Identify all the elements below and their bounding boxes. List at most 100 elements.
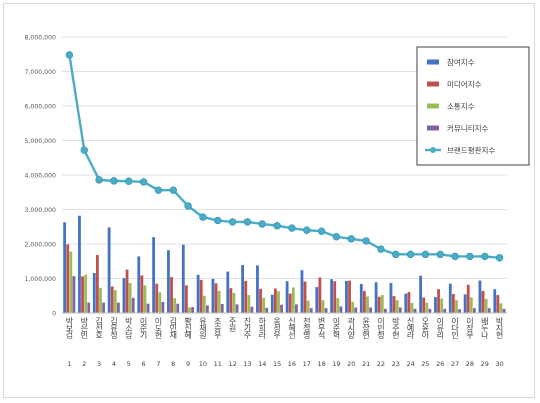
bars [63, 215, 506, 313]
bar-1-26 [434, 297, 437, 313]
total-point-30 [495, 254, 504, 262]
bar-1-13 [241, 265, 245, 313]
bar-1-15 [270, 294, 274, 313]
x-axis: 1 박보검 2 박은빈 3 김선호 4 김유정 5 박소담 6 이준기 7 이도현 8 김민재 9 황신혜 10 유재… [62, 312, 507, 368]
total-point-16 [288, 224, 296, 232]
bar-1-9 [181, 244, 185, 313]
x-name-label: 변우석 [317, 316, 326, 340]
bar-2-12 [229, 288, 233, 313]
bar-4-13 [250, 306, 254, 313]
bar-4-4 [117, 302, 120, 313]
total-point-5 [125, 177, 133, 185]
bar-2-22 [377, 296, 381, 313]
legend-label: 미디어지수 [447, 79, 482, 89]
total-point-14 [258, 220, 266, 228]
legend-swatch [427, 59, 439, 65]
bar-4-11 [220, 304, 224, 313]
bar-2-11 [214, 283, 218, 313]
bar-3-30 [499, 303, 503, 313]
bar-1-2 [78, 215, 81, 313]
total-point-19 [332, 233, 341, 241]
bar-2-10 [199, 279, 203, 313]
bar-2-19 [333, 281, 337, 313]
bar-3-6 [143, 285, 147, 313]
x-name-label: 주원 [228, 317, 237, 332]
bar-3-25 [425, 302, 429, 313]
x-name-label: 박주현 [391, 316, 400, 339]
bar-3-10 [202, 295, 206, 313]
y-tick-label: 1,000,000 [25, 276, 57, 283]
bar-2-29 [481, 290, 485, 313]
x-name-label: 박지현 [495, 316, 504, 339]
bar-2-4 [110, 286, 114, 313]
x-tick-label: 24 [406, 360, 414, 368]
x-name-label: 박보검 [65, 316, 74, 339]
legend-label: 소통지수 [447, 102, 475, 111]
total-point-18 [317, 227, 326, 235]
bar-3-12 [232, 292, 236, 313]
x-tick-label: 22 [377, 360, 385, 368]
total-point-25 [421, 250, 430, 259]
y-tick-label: 2,000,000 [25, 242, 57, 249]
x-tick-label: 11 [214, 360, 222, 368]
bar-2-27 [451, 294, 455, 313]
x-tick-label: 19 [332, 360, 340, 368]
x-tick-label: 18 [317, 360, 325, 368]
x-name-label: 이장우 [465, 316, 474, 340]
bar-3-16 [291, 287, 295, 313]
total-point-22 [377, 245, 385, 253]
bar-4-21 [369, 307, 372, 313]
bar-4-3 [102, 302, 105, 313]
x-tick-label: 27 [451, 360, 459, 368]
bar-3-26 [440, 298, 444, 313]
bar-1-1 [63, 222, 67, 313]
total-point-2 [80, 146, 88, 154]
bar-4-15 [280, 304, 283, 313]
bar-3-2 [84, 274, 88, 313]
y-tick-label: 3,000,000 [25, 207, 57, 214]
bar-1-22 [374, 282, 378, 313]
x-tick-label: 23 [392, 360, 400, 368]
y-tick-label: 5,000,000 [25, 138, 57, 145]
x-tick-label: 12 [228, 360, 236, 368]
legend-swatch [427, 81, 439, 87]
bar-1-24 [404, 293, 408, 313]
bar-3-17 [306, 300, 310, 313]
bar-3-5 [128, 282, 132, 313]
x-tick-label: 17 [303, 360, 311, 368]
x-tick-label: 30 [495, 360, 503, 368]
total-point-21 [362, 237, 370, 245]
x-name-label: 박소담 [124, 316, 133, 339]
total-line [65, 51, 504, 262]
bar-4-18 [324, 308, 328, 313]
x-tick-label: 16 [288, 360, 296, 368]
bar-4-22 [384, 308, 387, 313]
bar-1-29 [478, 280, 482, 313]
bar-4-24 [413, 308, 417, 313]
bar-3-20 [351, 301, 355, 313]
total-point-10 [199, 213, 207, 221]
x-name-label: 유재원 [198, 317, 207, 339]
x-name-label: 천정명 [302, 316, 311, 339]
bar-3-23 [395, 300, 399, 313]
bar-1-14 [256, 265, 259, 313]
x-name-label: 이도현 [154, 316, 163, 339]
x-tick-label: 1 [67, 360, 71, 368]
brand-reputation-chart: 0 1,000,000 2,000,000 3,000,000 4,000,000 5,0… [25, 35, 530, 368]
x-name-label: 신예라 [406, 317, 415, 340]
legend-marker [430, 147, 436, 153]
bar-2-24 [407, 291, 411, 313]
bar-3-4 [113, 290, 117, 313]
bar-2-18 [318, 277, 322, 313]
bar-1-27 [448, 283, 452, 313]
bar-1-11 [211, 278, 215, 313]
bar-2-2 [81, 276, 84, 313]
x-tick-label: 3 [97, 360, 101, 368]
total-point-8 [169, 186, 177, 194]
bar-4-14 [265, 307, 269, 313]
bar-2-26 [437, 289, 440, 313]
y-tick-label: 7,000,000 [25, 69, 57, 76]
bar-3-9 [188, 307, 191, 313]
x-tick-label: 28 [466, 360, 474, 368]
bar-4-7 [161, 301, 165, 313]
